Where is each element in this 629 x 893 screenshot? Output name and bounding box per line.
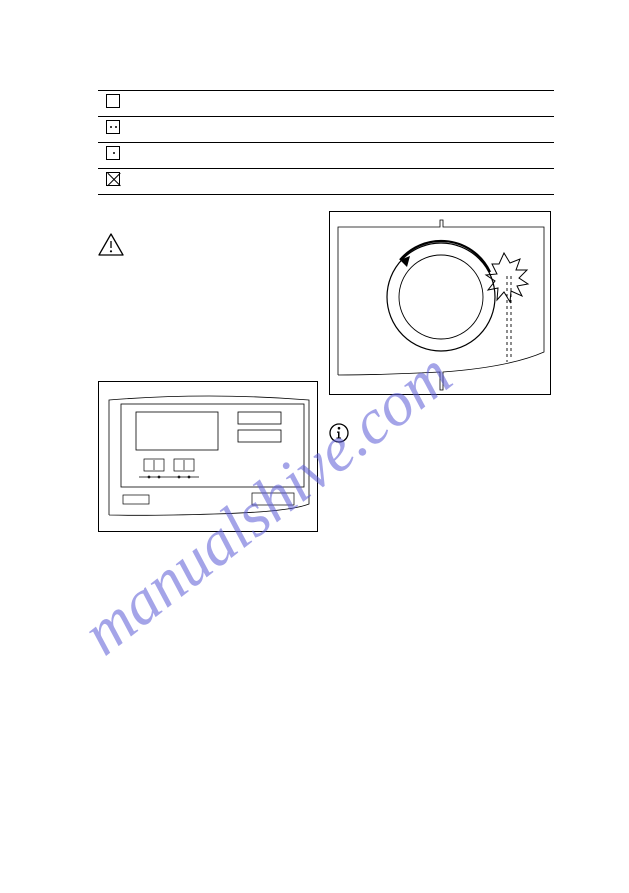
info-icon: [329, 423, 349, 443]
right-column: [329, 211, 554, 448]
table-header-spacer: [98, 60, 554, 90]
dry-symbol-1dot-icon: [106, 146, 120, 160]
left-column: [98, 233, 308, 532]
dry-symbol-normal-icon: [106, 94, 120, 108]
table-row: [98, 90, 554, 116]
manual-page: [0, 0, 629, 573]
info-block: [329, 423, 554, 448]
drying-symbols-table: [98, 60, 554, 195]
dry-symbol-nodry-icon: [106, 172, 120, 186]
table-row: [98, 142, 554, 168]
control-panel-diagram: [98, 381, 318, 532]
warning-icon: [98, 233, 124, 256]
dry-symbol-2dot-icon: [106, 120, 120, 134]
table-row: [98, 116, 554, 142]
diagrams-region: [98, 233, 554, 533]
door-release-diagram: [329, 211, 551, 395]
table-row: [98, 168, 554, 194]
